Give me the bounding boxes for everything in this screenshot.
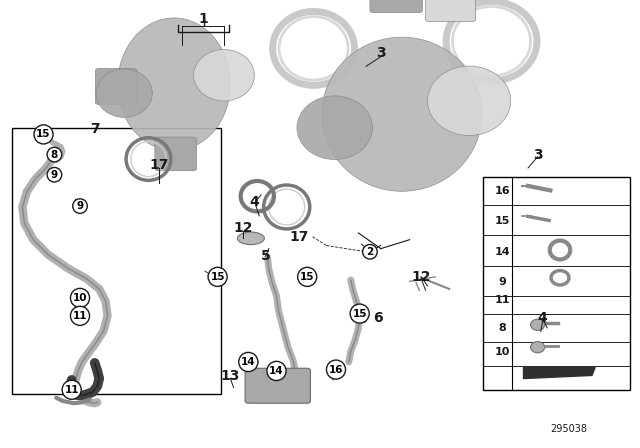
Ellipse shape <box>118 18 230 151</box>
Text: 15: 15 <box>211 272 225 282</box>
Text: 15: 15 <box>36 129 51 139</box>
Text: 14: 14 <box>269 366 284 376</box>
Text: 9: 9 <box>76 201 84 211</box>
Text: 8: 8 <box>499 323 506 333</box>
FancyBboxPatch shape <box>12 128 221 394</box>
Text: 11: 11 <box>65 385 79 395</box>
Text: 16: 16 <box>495 186 510 196</box>
FancyBboxPatch shape <box>95 69 137 104</box>
Text: 2: 2 <box>366 247 374 257</box>
FancyBboxPatch shape <box>483 177 630 390</box>
Text: 14: 14 <box>495 246 510 257</box>
FancyBboxPatch shape <box>426 0 476 22</box>
Text: 13: 13 <box>221 369 240 383</box>
Text: 8: 8 <box>51 150 58 159</box>
Text: 15: 15 <box>300 272 314 282</box>
Text: 1: 1 <box>198 12 209 26</box>
Text: 12: 12 <box>412 270 431 284</box>
Ellipse shape <box>237 232 264 245</box>
Text: 3: 3 <box>376 46 386 60</box>
Text: 12: 12 <box>234 221 253 236</box>
Text: 4: 4 <box>250 195 260 210</box>
Text: 3: 3 <box>532 147 543 162</box>
Text: 5: 5 <box>260 249 271 263</box>
Text: 9: 9 <box>51 170 58 180</box>
Text: 295038: 295038 <box>550 424 587 434</box>
Text: 14: 14 <box>241 357 255 367</box>
Ellipse shape <box>531 319 545 331</box>
Text: 11: 11 <box>495 295 510 305</box>
FancyBboxPatch shape <box>245 368 310 403</box>
Text: 9: 9 <box>499 276 506 287</box>
Polygon shape <box>524 367 595 379</box>
Text: 10: 10 <box>495 347 510 358</box>
Text: 11: 11 <box>73 311 87 321</box>
Ellipse shape <box>322 37 482 191</box>
Text: 16: 16 <box>329 365 343 375</box>
Ellipse shape <box>428 66 511 135</box>
Text: 6: 6 <box>372 311 383 325</box>
Ellipse shape <box>531 342 545 353</box>
FancyBboxPatch shape <box>370 0 422 13</box>
Text: 10: 10 <box>73 293 87 303</box>
Text: 15: 15 <box>495 216 510 226</box>
Text: 4: 4 <box>538 311 548 325</box>
Ellipse shape <box>297 96 372 159</box>
FancyBboxPatch shape <box>155 137 196 171</box>
Text: 17: 17 <box>149 158 168 172</box>
Ellipse shape <box>96 69 152 117</box>
Text: 17: 17 <box>290 229 309 244</box>
Text: 15: 15 <box>353 309 367 319</box>
Text: 7: 7 <box>90 122 100 136</box>
Ellipse shape <box>193 50 255 101</box>
